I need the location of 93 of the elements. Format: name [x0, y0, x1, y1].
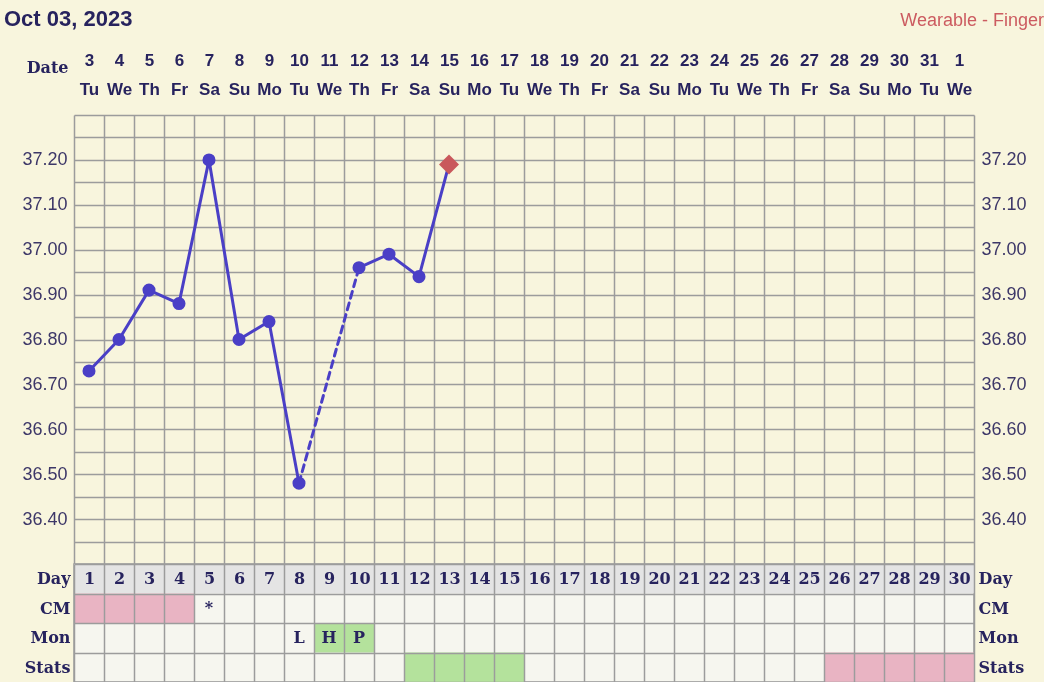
category-label: CM	[978, 598, 1009, 618]
x-tick-label: 31 Tu	[919, 50, 940, 99]
y-tick-label: Day	[36, 569, 72, 589]
y2-tick-label: 36.60	[981, 418, 1027, 439]
x-tick-label: 21 Sa	[619, 50, 641, 99]
x-tick-label: 14	[468, 569, 491, 589]
annotation: P	[352, 627, 366, 647]
x-tick-label: 5	[203, 569, 216, 589]
y-tick-label: 36.70	[22, 373, 68, 394]
x-tick-label: 2	[113, 569, 126, 589]
y2-tick-label: 37.00	[981, 239, 1027, 260]
x-tick-label: 11	[378, 569, 401, 589]
x-tick-label: 25	[798, 569, 821, 589]
x-tick-label: 8 Su	[228, 50, 251, 99]
x-tick-label: 7 Sa	[199, 50, 221, 99]
category-label: Mon	[978, 628, 1019, 648]
x-tick-label: 17	[558, 569, 581, 589]
y-tick-label: 37.20	[22, 149, 68, 170]
annotation: L	[293, 627, 305, 647]
x-tick-label: 22 Su	[648, 50, 671, 99]
x-tick-label: 26 Th	[769, 50, 790, 99]
y2-tick-label: 36.90	[981, 284, 1027, 305]
x-tick-label: 30	[948, 569, 971, 589]
x-tick-label: 26	[828, 569, 851, 589]
x-tick-label: 11 We	[316, 50, 343, 99]
x-tick-label: 15	[498, 569, 521, 589]
x-axis-title: Date	[26, 57, 69, 77]
x-tick-label: 25 We	[736, 50, 763, 99]
x-tick-label: 22	[708, 569, 731, 589]
x-tick-label: 13 Fr	[380, 50, 399, 99]
x-tick-label: 27 Fr	[800, 50, 819, 99]
y-tick-label: 36.40	[22, 508, 68, 529]
x-tick-label: 18 We	[526, 50, 553, 99]
x-tick-label: 29 Su	[858, 50, 881, 99]
x-tick-label: 18	[588, 569, 611, 589]
x-tick-label: 3	[143, 569, 156, 589]
x-tick-label: 3 Tu	[79, 50, 100, 99]
x-tick-label: 24	[768, 569, 791, 589]
x-tick-label: 4 We	[106, 50, 133, 99]
x-tick-label: 9 Mo	[257, 50, 282, 99]
y-tick-label: Mon	[30, 628, 71, 648]
x-tick-label: 16	[528, 569, 551, 589]
x-tick-label: 6 Fr	[171, 50, 189, 99]
y-tick-label: 37.00	[22, 239, 68, 260]
x-tick-label: 19 Th	[559, 50, 580, 99]
x-tick-label: 19	[618, 569, 641, 589]
x-tick-label: 23	[738, 569, 761, 589]
x-tick-label: 10	[348, 569, 371, 589]
y2-tick-label: 36.80	[981, 329, 1027, 349]
x-tick-label: 10 Tu	[289, 50, 310, 99]
category-label: Day	[978, 569, 1013, 589]
x-tick-label: 20 Fr	[590, 50, 609, 99]
x-tick-label: 21	[678, 569, 701, 589]
y2-tick-label: 36.70	[981, 373, 1027, 394]
category-label: Stats	[978, 657, 1025, 677]
x-tick-label: 23 Mo	[677, 50, 702, 99]
x-tick-label: 15 Su	[438, 50, 461, 99]
x-tick-label: 30 Mo	[887, 50, 912, 99]
x-tick-label: 9	[323, 569, 336, 589]
x-tick-label: 7	[263, 569, 276, 589]
chart-title: Oct 03, 2023	[4, 6, 133, 31]
y2-tick-label: 37.10	[981, 194, 1027, 215]
x-tick-label: 13	[438, 569, 461, 589]
x-tick-label: 4	[173, 569, 186, 589]
x-tick-label: 12 Th	[349, 50, 370, 99]
y2-tick-label: 36.50	[981, 463, 1027, 484]
y-tick-label: 37.10	[22, 194, 68, 215]
x-tick-label: 28 Sa	[829, 50, 851, 99]
y-tick-label: 36.60	[22, 418, 68, 439]
y-tick-label: Stats	[24, 657, 71, 677]
annotation: *	[204, 598, 214, 618]
x-tick-label: 24 Tu	[709, 50, 730, 99]
x-tick-label: 1 We	[946, 50, 973, 99]
x-tick-label: 1	[83, 569, 96, 589]
x-tick-label: 29	[918, 569, 941, 589]
x-tick-label: 16 Mo	[467, 50, 492, 99]
y2-tick-label: 37.20	[981, 149, 1027, 170]
x-tick-label: 5 Th	[139, 50, 160, 99]
y-tick-label: 36.50	[22, 463, 68, 484]
x-tick-label: 17 Tu	[499, 50, 520, 99]
x-tick-label: 8	[293, 569, 306, 589]
y-tick-label: 36.80	[22, 329, 68, 349]
text: Wearable - Finger	[900, 10, 1044, 30]
x-tick-label: 14 Sa	[409, 50, 431, 99]
x-tick-label: 6	[233, 569, 246, 589]
y-tick-label: 36.90	[22, 284, 68, 305]
x-tick-label: 12	[408, 569, 431, 589]
x-tick-label: 20	[648, 569, 671, 589]
x-tick-label: 28	[888, 569, 911, 589]
x-tick-label: 27	[858, 569, 881, 589]
y-tick-label: CM	[40, 598, 71, 618]
annotation: H	[321, 627, 337, 647]
y2-tick-label: 36.40	[981, 508, 1027, 529]
